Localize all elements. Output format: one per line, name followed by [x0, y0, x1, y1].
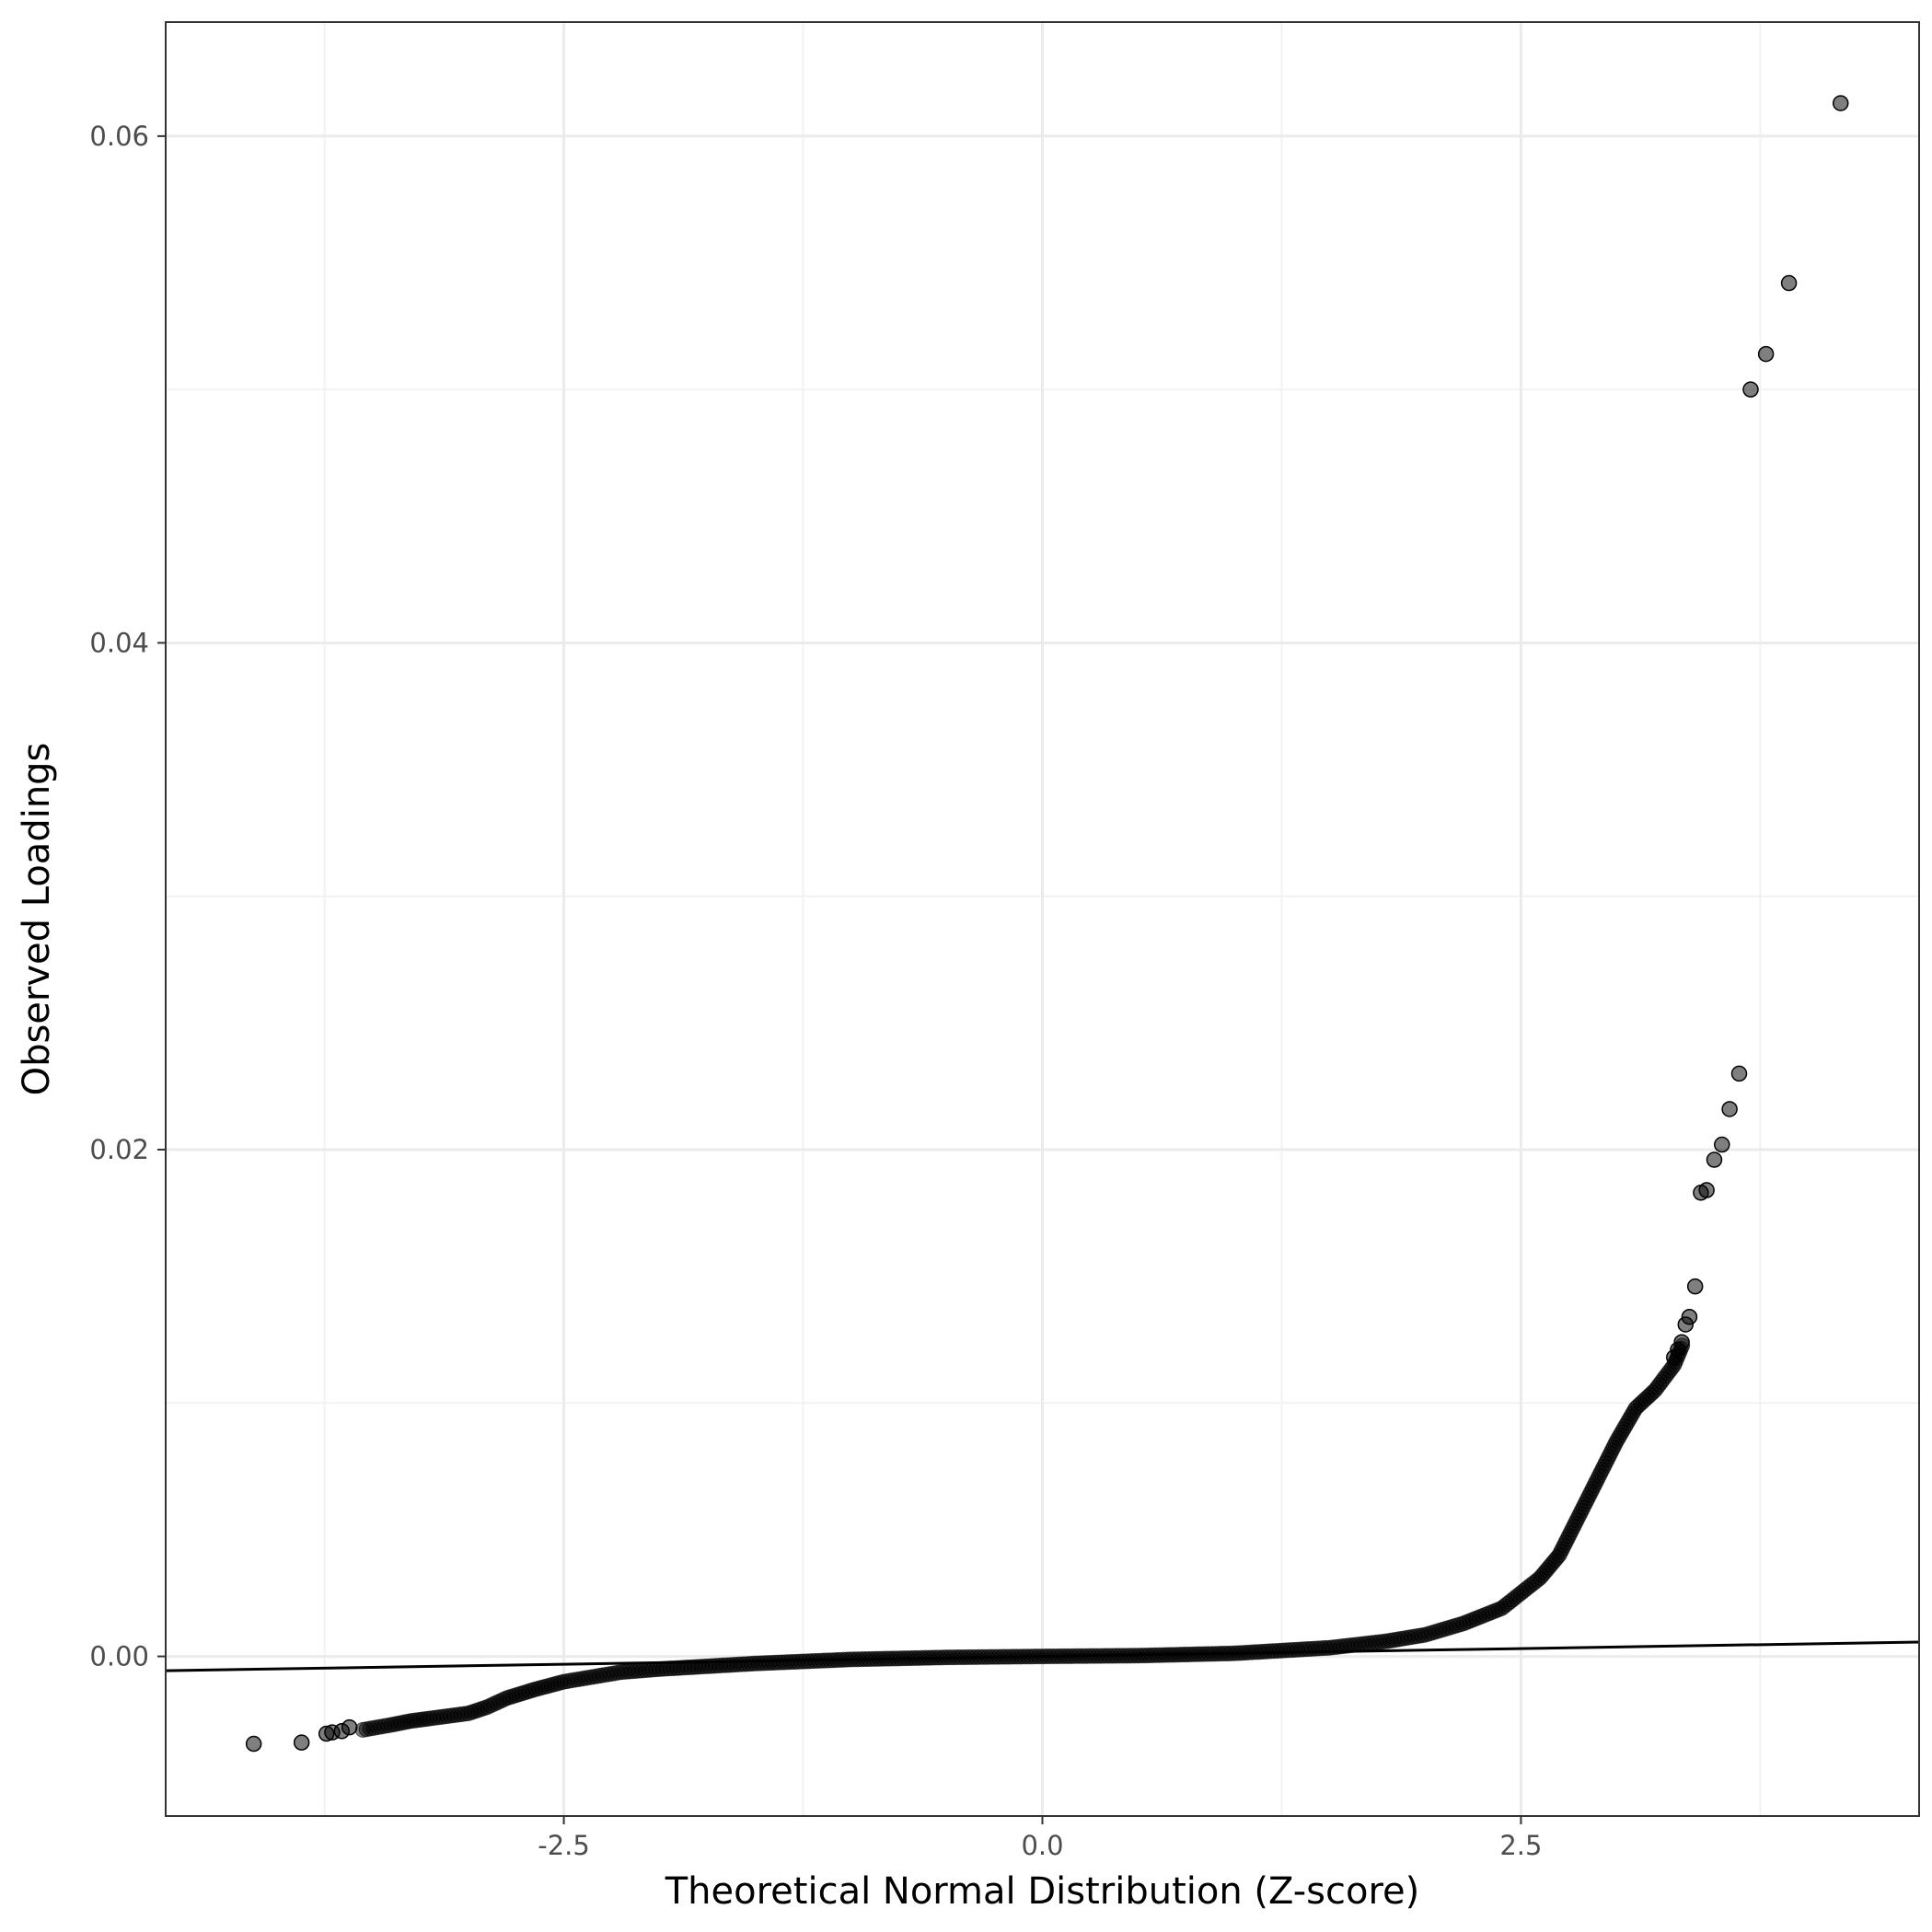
y-tick-label: 0.04: [89, 627, 149, 658]
y-tick-label: 0.00: [89, 1641, 149, 1672]
x-tick-label: -2.5: [538, 1830, 590, 1861]
x-axis-title: Theoretical Normal Distribution (Z-score…: [665, 1870, 1420, 1913]
data-point: [1742, 381, 1759, 398]
data-point: [341, 1718, 358, 1736]
data-point: [1673, 1334, 1690, 1350]
data-point: [1706, 1151, 1723, 1168]
data-point: [245, 1735, 262, 1753]
data-point: [1721, 1101, 1738, 1117]
data-point: [1681, 1308, 1698, 1325]
y-axis-title: Observed Loadings: [16, 743, 58, 1096]
data-point: [1832, 95, 1849, 111]
data-point: [1698, 1182, 1715, 1198]
data-point: [1780, 274, 1798, 292]
data-point: [1686, 1278, 1704, 1295]
x-tick-label: 2.5: [1499, 1830, 1542, 1861]
y-axis-ticks: 0.00 0.02 0.04 0.06: [89, 121, 166, 1672]
data-point: [1730, 1065, 1748, 1082]
y-tick-label: 0.06: [89, 121, 149, 152]
data-points: [245, 95, 1849, 1753]
data-point: [1757, 345, 1775, 363]
x-tick-label: 0.0: [1021, 1830, 1063, 1861]
major-gridlines: [166, 22, 1919, 1816]
x-axis-ticks: -2.5 0.0 2.5: [538, 1816, 1542, 1861]
y-tick-label: 0.02: [89, 1134, 149, 1165]
data-point: [293, 1734, 310, 1751]
data-point: [1714, 1136, 1730, 1153]
